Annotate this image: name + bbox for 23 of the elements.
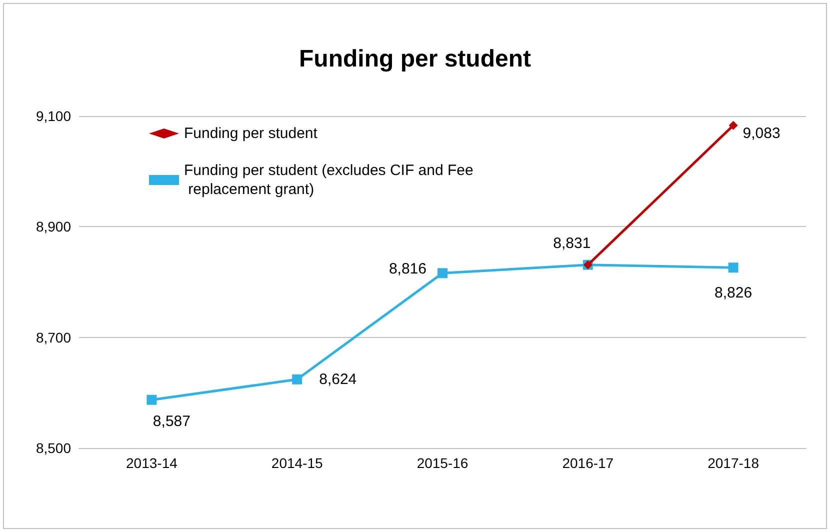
data-label: 9,083: [742, 124, 780, 142]
data-label: 8,624: [319, 370, 357, 388]
data-label: 8,587: [152, 412, 190, 430]
x-tick-label: 2013-14: [126, 455, 178, 471]
point: [728, 262, 738, 273]
y-tick-label: 8,700: [36, 329, 72, 346]
x-tick-label: 2014-15: [271, 455, 323, 471]
chart-title: Funding per student: [299, 46, 531, 72]
point: [292, 374, 302, 384]
legend-label: Funding per student: [184, 125, 318, 142]
point: [146, 394, 157, 405]
data-label: 8,831: [553, 234, 591, 252]
y-tick-label: 8,900: [36, 218, 72, 235]
data-label: 8,826: [714, 284, 752, 302]
point: [438, 268, 448, 278]
x-tick-label: 2016-17: [562, 455, 614, 471]
data-label: 8,816: [388, 260, 426, 278]
legend-label: Funding per student (excludes CIF and Fee replacement grant): [184, 162, 474, 198]
point: [728, 120, 738, 130]
x-tick-label: 2017-18: [708, 455, 760, 471]
y-tick-label: 9,100: [36, 108, 72, 124]
y-tick-label: 8,500: [36, 440, 72, 456]
x-tick-label: 2015-16: [416, 455, 468, 471]
